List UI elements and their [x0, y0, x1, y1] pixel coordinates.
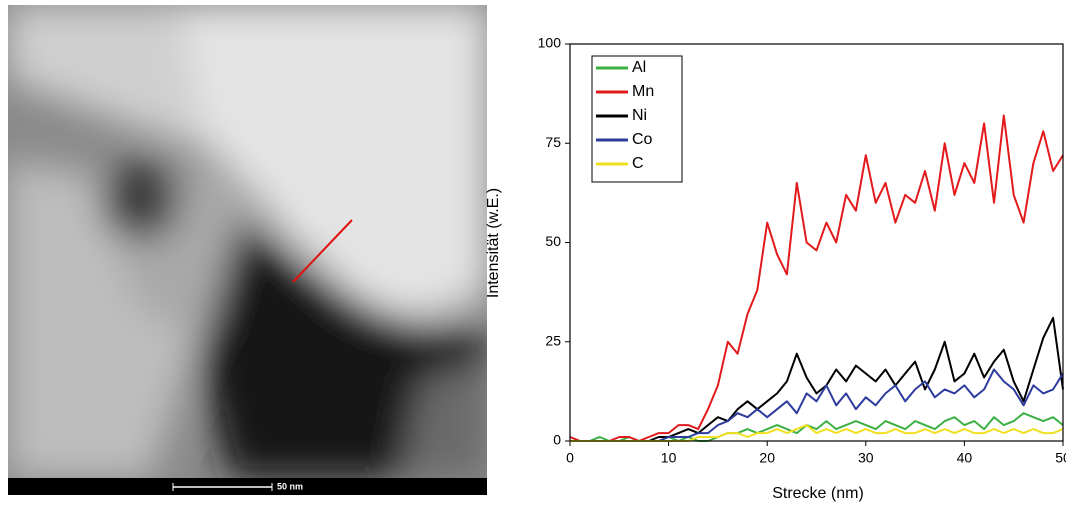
legend-label: Mn: [632, 83, 654, 100]
x-tick-label: 50: [1055, 450, 1066, 466]
x-tick-label: 10: [661, 450, 677, 466]
series-line: [570, 316, 1064, 442]
y-tick-label: 0: [553, 432, 561, 448]
legend-label: Co: [632, 131, 653, 148]
y-tick-label: 100: [538, 35, 562, 51]
plot-frame: [569, 43, 1064, 442]
series-line: [569, 114, 1064, 442]
line-scan-marker: [292, 219, 353, 283]
scale-bar-label: 50 nm: [277, 481, 303, 491]
y-tick-label: 50: [545, 233, 561, 249]
micrograph: [8, 5, 487, 478]
legend-box: [591, 55, 683, 183]
y-tick-label: 75: [545, 134, 561, 150]
legend-label: Ni: [632, 107, 647, 124]
y-tick-label: 25: [545, 332, 561, 348]
x-tick-label: 30: [858, 450, 874, 466]
x-tick-label: 0: [566, 450, 574, 466]
legend-label: Al: [632, 59, 646, 76]
y-axis-label: Intensität (w.E.): [485, 188, 502, 298]
x-tick-label: 40: [957, 450, 973, 466]
series-line: [569, 412, 1064, 442]
x-axis-label: Strecke (nm): [772, 485, 864, 502]
x-tick-label: 20: [759, 450, 775, 466]
legend-label: C: [632, 155, 644, 172]
